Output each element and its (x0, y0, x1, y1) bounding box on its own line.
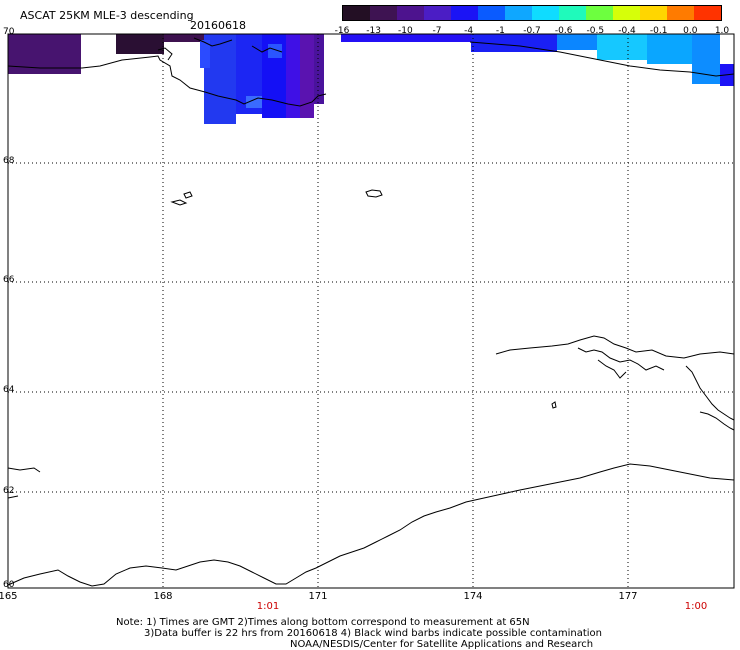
note-line-1: Note: 1) Times are GMT 2)Times along bot… (116, 617, 530, 628)
color-scale-tick-11: 0.0 (683, 26, 698, 36)
color-scale-tick-2: -10 (397, 26, 413, 36)
color-scale-tick-12: 1.0 (714, 26, 730, 36)
lon-label-177: 177 (618, 591, 638, 602)
note-line-3: NOAA/NESDIS/Center for Satellite Applica… (290, 639, 594, 650)
lon-label-171: 171 (308, 591, 328, 602)
wind-data-cells (8, 34, 324, 124)
color-scale-swatch-12 (667, 6, 694, 20)
lon-label-168: 168 (153, 591, 173, 602)
color-scale-swatch-3 (424, 6, 451, 20)
time-label-2: 1:00 (684, 601, 708, 612)
note-line-2: 3)Data buffer is 22 hrs from 20160618 4)… (144, 628, 602, 639)
lat-label-64: 64 (3, 385, 15, 395)
color-scale-tick-6: -0.7 (523, 26, 541, 36)
lon-label-174: 174 (463, 591, 483, 602)
color-scale-swatch-6 (505, 6, 532, 20)
color-scale-bar (342, 5, 722, 21)
wind-data-strip (341, 34, 734, 86)
color-scale-swatch-10 (613, 6, 640, 20)
latitude-gridlines (8, 33, 734, 493)
time-label-1: 1:01 (256, 601, 280, 612)
color-scale-tick-1: -13 (366, 26, 382, 36)
color-scale-swatch-8 (559, 6, 586, 20)
color-scale-swatch-2 (397, 6, 424, 20)
lat-label-70: 70 (3, 27, 15, 37)
color-scale-swatch-0 (343, 6, 370, 20)
lat-label-60: 60 (3, 580, 15, 590)
map-frame (7, 33, 735, 589)
color-scale-swatch-7 (532, 6, 559, 20)
color-scale-tick-9: -0.4 (618, 26, 636, 36)
lon-label-165: 165 (0, 591, 18, 602)
color-scale-swatch-1 (370, 6, 397, 20)
color-scale-swatch-13 (694, 6, 721, 20)
map-date: 20160618 (190, 19, 246, 32)
color-scale-tick-4: -4 (464, 26, 474, 36)
color-scale-swatch-9 (586, 6, 613, 20)
color-scale-swatch-5 (478, 6, 505, 20)
map-title: ASCAT 25KM MLE-3 descending (20, 9, 194, 22)
lat-label-66: 66 (3, 275, 15, 285)
color-scale-tick-5: -1 (495, 26, 505, 36)
color-scale-tick-10: -0.1 (649, 26, 668, 36)
color-scale-tick-0: -16 (334, 26, 350, 36)
color-scale-swatch-4 (451, 6, 478, 20)
coastlines (7, 37, 735, 587)
color-scale-tick-3: -7 (432, 26, 442, 36)
lat-label-68: 68 (3, 156, 15, 166)
color-scale-tick-8: -0.5 (586, 26, 605, 36)
longitude-gridlines (162, 34, 629, 588)
color-scale-swatch-11 (640, 6, 667, 20)
lat-label-62: 62 (3, 486, 15, 496)
color-scale-tick-7: -0.6 (554, 26, 573, 36)
